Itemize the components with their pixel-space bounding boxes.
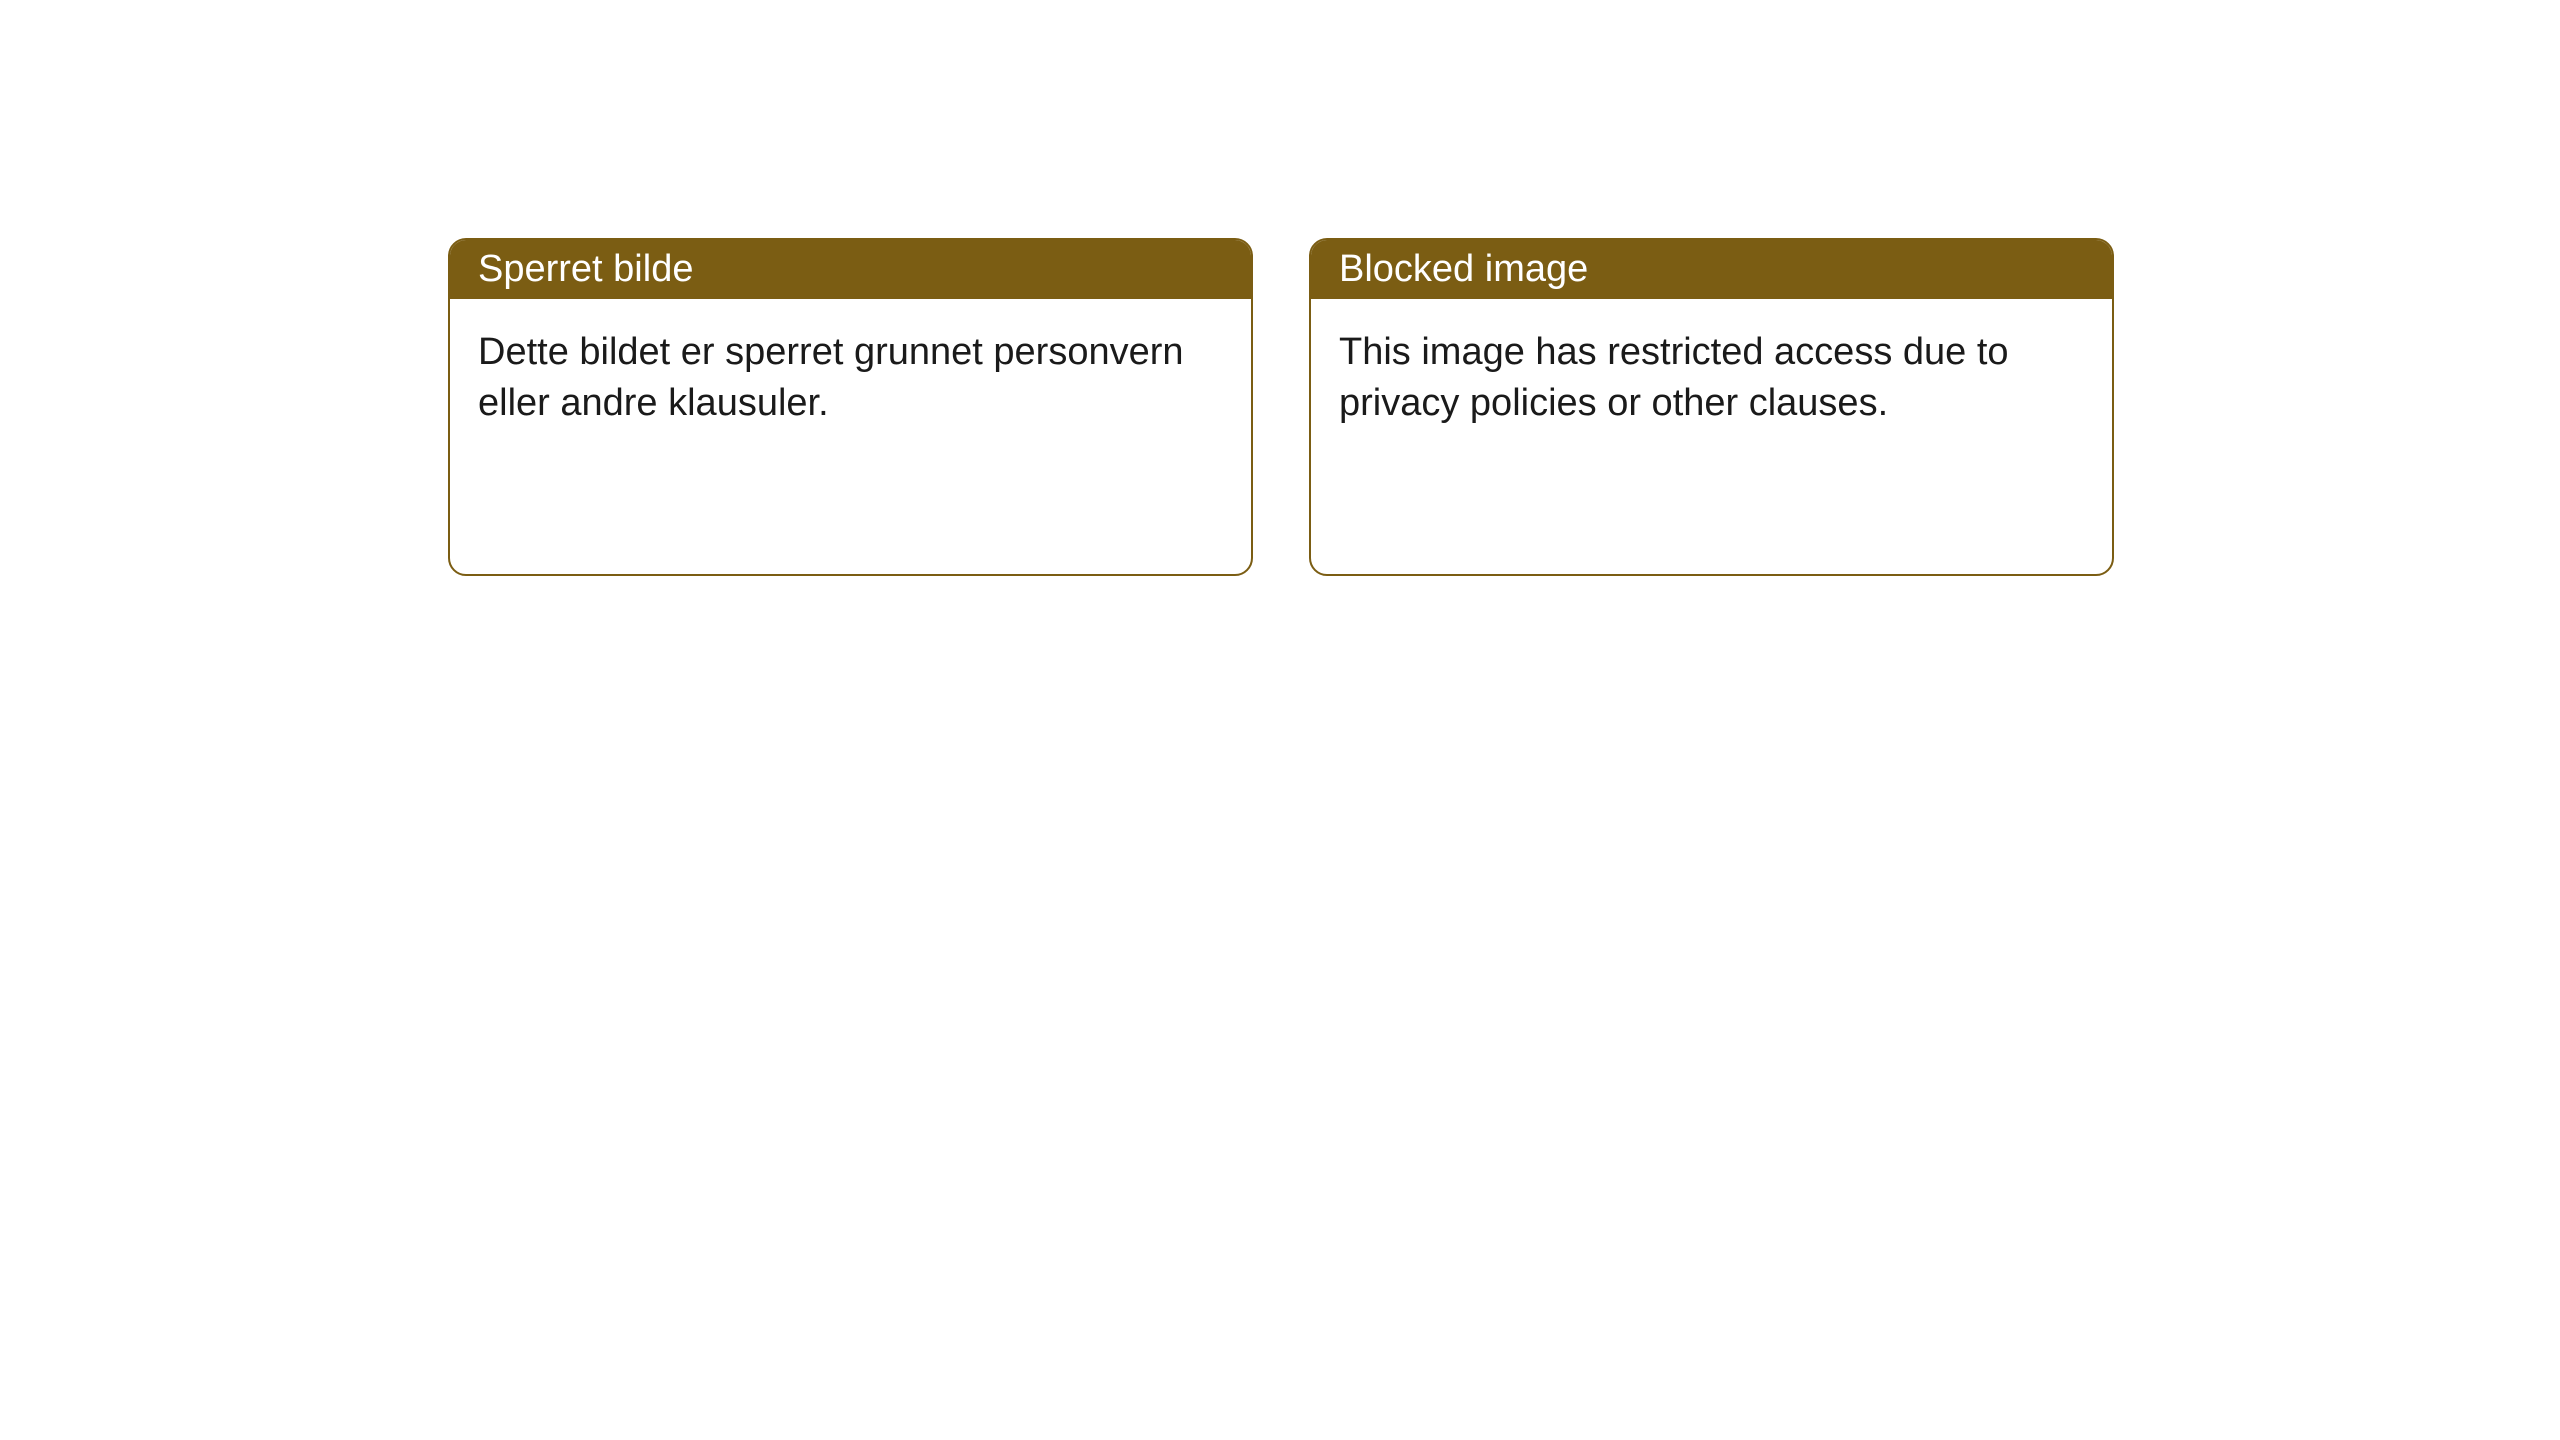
notice-title: Blocked image (1339, 248, 1588, 290)
notice-body: Dette bildet er sperret grunnet personve… (450, 299, 1251, 458)
notice-card-english: Blocked image This image has restricted … (1309, 238, 2114, 576)
notice-card-norwegian: Sperret bilde Dette bildet er sperret gr… (448, 238, 1253, 576)
notice-header: Sperret bilde (450, 240, 1251, 299)
notice-title: Sperret bilde (478, 248, 693, 290)
notice-message: Dette bildet er sperret grunnet personve… (478, 331, 1184, 424)
notice-message: This image has restricted access due to … (1339, 331, 2009, 424)
notice-header: Blocked image (1311, 240, 2112, 299)
notice-container: Sperret bilde Dette bildet er sperret gr… (0, 0, 2560, 576)
notice-body: This image has restricted access due to … (1311, 299, 2112, 458)
